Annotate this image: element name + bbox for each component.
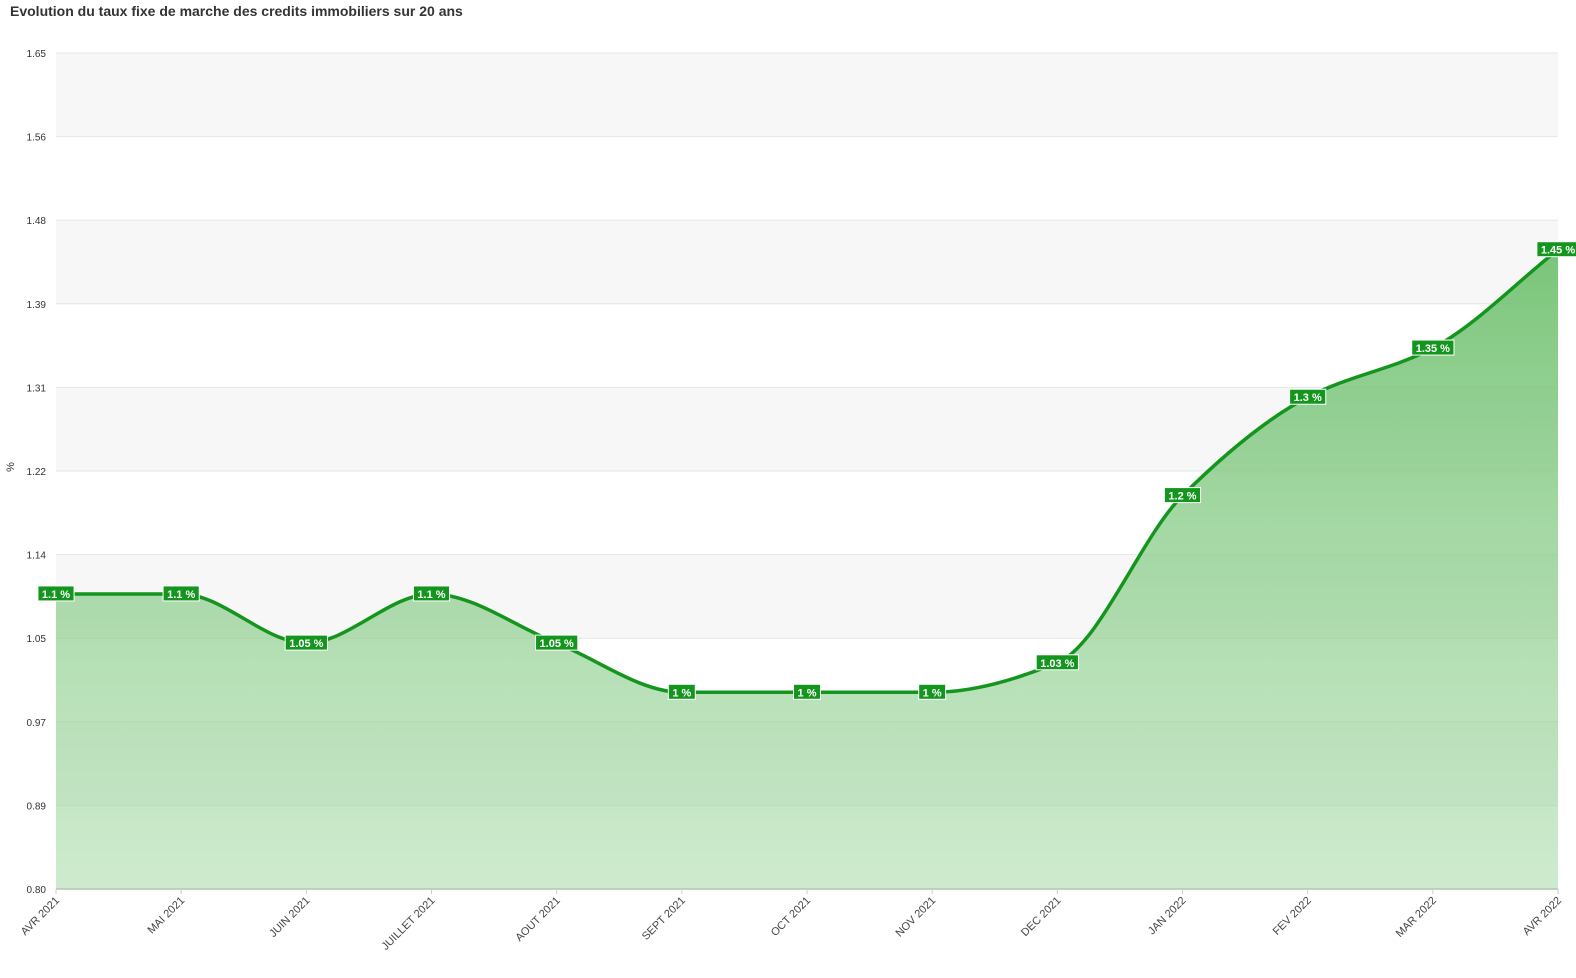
- y-tick-label: 0.80: [27, 885, 47, 896]
- x-tick-label: NOV 2021: [893, 895, 938, 940]
- y-tick-label: 0.97: [27, 718, 47, 729]
- data-label: 1.03 %: [1035, 654, 1079, 671]
- data-label: 1.1 %: [37, 585, 75, 602]
- x-tick-label: AVR 2022: [1521, 895, 1564, 938]
- data-label: 1 %: [667, 683, 696, 700]
- data-label: 1.2 %: [1163, 487, 1202, 504]
- x-tick-label: JUILLET 2021: [380, 895, 438, 953]
- x-tick-label: JAN 2022: [1146, 895, 1189, 938]
- data-label: 1.1 %: [162, 585, 200, 602]
- data-label-box: [1411, 339, 1455, 356]
- data-label-box: [1035, 654, 1079, 671]
- y-tick-label: 1.39: [27, 300, 47, 311]
- data-label-box: [1163, 487, 1202, 504]
- data-label: 1 %: [793, 683, 821, 700]
- data-label-text: 1.03 %: [1040, 658, 1074, 670]
- x-tick-label: OCT 2021: [769, 895, 813, 939]
- data-label-text: 1.1 %: [42, 589, 70, 601]
- y-tick-label: 1.65: [27, 49, 47, 60]
- data-label: 1.45 %: [1536, 241, 1576, 258]
- data-label-text: 1.1 %: [167, 589, 195, 601]
- data-label: 1.3 %: [1289, 388, 1327, 405]
- data-label-box: [918, 683, 947, 700]
- data-label-box: [162, 585, 200, 602]
- data-label: 1 %: [918, 683, 947, 700]
- y-tick-label: 1.31: [27, 383, 47, 394]
- y-tick-label: 0.89: [27, 801, 47, 812]
- data-label-text: 1 %: [798, 687, 817, 699]
- data-label-text: 1.45 %: [1541, 245, 1575, 257]
- y-tick-label: 1.14: [27, 551, 47, 562]
- data-label-box: [793, 683, 821, 700]
- chart-title: Evolution du taux fixe de marche des cre…: [10, 3, 463, 19]
- data-label: 1.1 %: [412, 585, 451, 602]
- data-label-text: 1.1 %: [417, 589, 445, 601]
- x-tick-label: DEC 2021: [1019, 895, 1063, 939]
- x-tick-label: AOUT 2021: [513, 895, 562, 944]
- grid-band: [56, 220, 1558, 304]
- grid-band: [56, 53, 1558, 137]
- y-tick-label: 1.22: [27, 467, 47, 478]
- y-tick-label: 1.05: [27, 634, 47, 645]
- x-tick-label: AVR 2021: [19, 895, 62, 938]
- y-tick-label: 1.56: [27, 133, 47, 144]
- area: [56, 249, 1558, 890]
- data-label: 1.05 %: [284, 634, 328, 651]
- y-tick-label: 1.48: [27, 216, 47, 227]
- data-label-text: 1.3 %: [1294, 392, 1322, 404]
- data-label-box: [37, 585, 75, 602]
- data-label-text: 1.2 %: [1168, 491, 1196, 503]
- x-tick-label: MAR 2022: [1394, 895, 1439, 940]
- x-tick-label: MAI 2021: [146, 895, 188, 937]
- data-label-text: 1 %: [672, 687, 691, 699]
- data-label-box: [535, 634, 579, 651]
- data-label-text: 1.05 %: [289, 638, 323, 650]
- data-label-text: 1.05 %: [540, 638, 574, 650]
- data-label-text: 1.35 %: [1416, 343, 1450, 355]
- data-label-box: [1536, 241, 1576, 258]
- x-tick-label: FEV 2022: [1271, 895, 1314, 938]
- x-tick-label: JUIN 2021: [267, 895, 312, 940]
- x-tick-label: SEPT 2021: [640, 895, 688, 943]
- data-label: 1.05 %: [535, 634, 579, 651]
- data-label-text: 1 %: [923, 687, 942, 699]
- data-label-box: [412, 585, 451, 602]
- data-label-box: [667, 683, 696, 700]
- y-axis-label: %: [5, 462, 17, 472]
- data-label-box: [1289, 388, 1327, 405]
- data-label-box: [284, 634, 328, 651]
- data-label: 1.35 %: [1411, 339, 1455, 356]
